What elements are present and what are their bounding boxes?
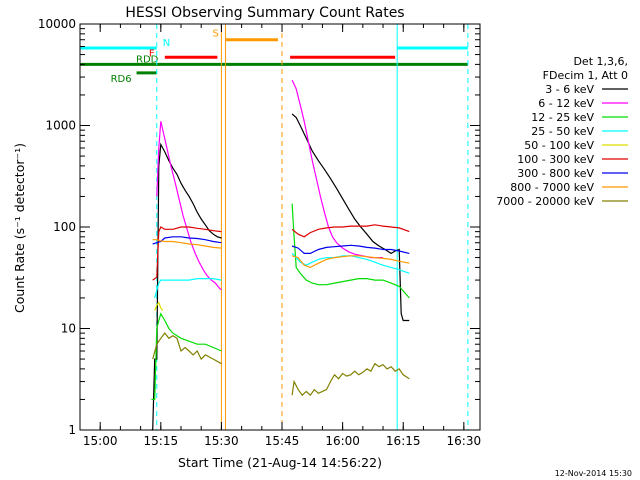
legend-label: 100 - 300 keV	[517, 153, 594, 166]
series-line-1-1	[291, 79, 383, 259]
flag-label-s: S	[212, 29, 218, 40]
legend-label: 7000 - 20000 keV	[496, 195, 594, 208]
series-line-3-1	[291, 252, 410, 274]
x-tick-label: 16:30	[447, 434, 482, 448]
series-line-5-1	[291, 224, 410, 238]
flag-label-rdd: RDD	[136, 54, 159, 65]
series-line-8-0	[152, 332, 222, 365]
series-line-5-0	[152, 226, 222, 281]
legend-label: 12 - 25 keV	[531, 111, 594, 124]
series-line-8-1	[291, 362, 410, 397]
x-tick-label: 15:15	[144, 434, 179, 448]
y-tick-label: 100	[53, 220, 76, 234]
flag-label-n: N	[163, 38, 170, 49]
y-tick-label: 1000	[45, 119, 76, 133]
y-tick-label: 10000	[38, 17, 76, 31]
x-tick-label: 16:00	[325, 434, 360, 448]
series-line-7-0	[152, 239, 222, 249]
plot-frame	[79, 23, 481, 431]
y-axis-ticks: 1 10 100 1000 10000	[38, 17, 480, 437]
legend-header-line: FDecim 1, Att 0	[543, 69, 628, 82]
legend-header-line: Det 1,3,6,	[573, 55, 628, 68]
x-tick-label: 15:00	[83, 434, 118, 448]
x-axis-label: Start Time (21-Aug-14 14:56:22)	[178, 455, 382, 470]
legend-label: 25 - 50 keV	[531, 125, 594, 138]
series-line-6-0	[152, 236, 222, 245]
legend-label: 6 - 12 keV	[538, 97, 594, 110]
series-line-7-1	[291, 255, 410, 269]
x-tick-label: 16:15	[386, 434, 421, 448]
y-tick-label: 1	[68, 423, 76, 437]
series-line-6-1	[291, 244, 410, 254]
flag-label-rd6: RD6	[111, 74, 132, 85]
series-line-2-1	[291, 203, 410, 299]
vertical-markers	[79, 24, 469, 430]
series-line-3-0	[154, 278, 222, 299]
x-axis-ticks: 15:00 15:15 15:30 15:45 16:00 16:15 16:30	[79, 24, 482, 448]
series-line-0-1	[291, 113, 410, 322]
x-tick-label: 15:45	[265, 434, 300, 448]
series-lines	[151, 79, 410, 431]
legend-label: 300 - 800 keV	[517, 167, 594, 180]
footer-date: 12-Nov-2014 15:30	[555, 469, 632, 478]
y-tick-label: 10	[61, 322, 76, 336]
x-tick-label: 15:30	[204, 434, 239, 448]
legend-label: 50 - 100 keV	[524, 139, 594, 152]
series-line-1-0	[156, 121, 222, 291]
series-line-2-0	[151, 312, 222, 400]
legend-label: 3 - 6 keV	[545, 83, 594, 96]
legend-label: 800 - 7000 keV	[510, 181, 594, 194]
y-axis-label: Count Rate (s⁻¹ detector⁻¹)	[12, 143, 27, 313]
chart-title: HESSI Observing Summary Count Rates	[125, 5, 404, 21]
series-line-0-0	[151, 142, 222, 431]
series-line-4-0	[154, 301, 164, 311]
flag-label-f: F	[149, 48, 155, 59]
